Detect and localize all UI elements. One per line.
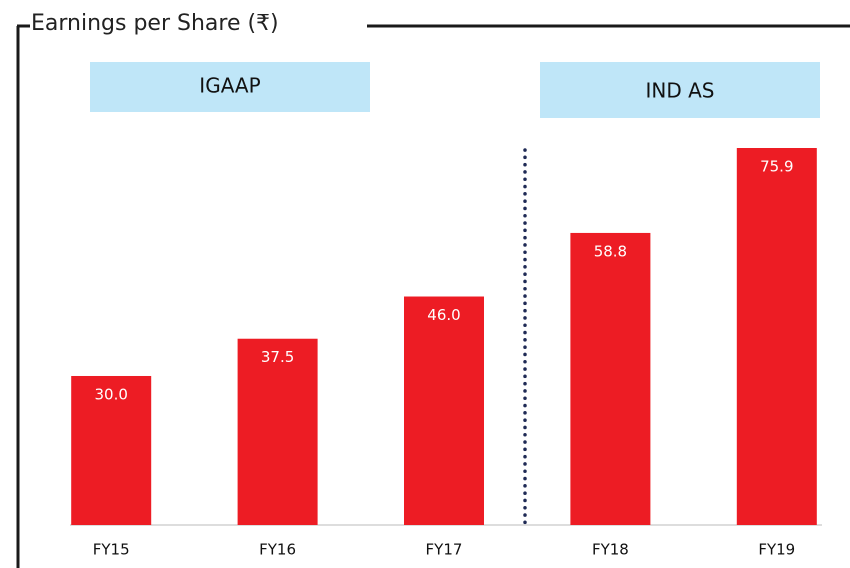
region-box xyxy=(90,62,370,112)
bar xyxy=(71,375,152,525)
x-tick-label: FY17 xyxy=(426,541,463,559)
bar xyxy=(570,232,651,525)
region-box xyxy=(540,62,820,118)
bar xyxy=(237,338,318,525)
x-tick-label: FY16 xyxy=(259,541,296,559)
x-tick-label: FY18 xyxy=(592,541,629,559)
bar xyxy=(404,296,484,525)
x-tick-label: FY15 xyxy=(93,541,130,559)
value-label: 46.0 xyxy=(427,306,460,324)
value-label: 30.0 xyxy=(94,385,127,403)
region-label: IND AS xyxy=(646,79,715,103)
value-label: 37.5 xyxy=(261,348,294,366)
value-label: 75.9 xyxy=(760,158,793,176)
chart-title: Earnings per Share (₹) xyxy=(31,11,279,36)
region-label: IGAAP xyxy=(199,74,260,98)
bar xyxy=(736,148,817,525)
value-label: 58.8 xyxy=(594,242,627,260)
x-tick-label: FY19 xyxy=(758,541,795,559)
